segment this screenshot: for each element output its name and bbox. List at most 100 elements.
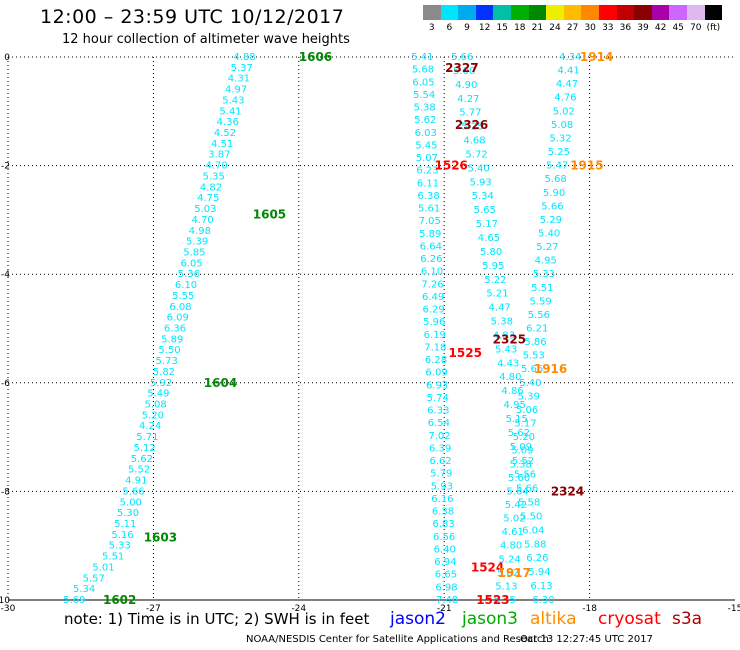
swh-point: 5.62 [131, 454, 153, 465]
swh-point: 6.19 [424, 330, 446, 341]
swh-point: 5.89 [161, 334, 183, 345]
swh-point: 5.59 [529, 296, 551, 307]
swh-point: 5.54 [413, 90, 435, 101]
swh-point: 7.18 [424, 342, 446, 353]
swh-point: 5.92 [150, 378, 172, 389]
colorbar-swatch [581, 5, 599, 20]
y-tick-label: -2 [1, 162, 10, 172]
swh-point: 5.66 [122, 486, 144, 497]
swh-point: 6.93 [426, 380, 448, 391]
swh-point: 5.15 [494, 595, 516, 606]
swh-point: 5.00 [453, 66, 475, 77]
swh-point: 5.38 [491, 317, 513, 328]
swh-point: 6.03 [415, 128, 437, 139]
x-tick-label: -18 [582, 604, 597, 614]
swh-point: 4.51 [211, 139, 233, 150]
swh-point: 5.73 [156, 356, 178, 367]
swh-point: 6.09 [425, 368, 447, 379]
swh-point: 5.55 [172, 291, 194, 302]
swh-point: 4.70 [205, 161, 227, 172]
swh-point: 5.35 [203, 171, 225, 182]
colorbar-swatch [704, 5, 723, 20]
time-annotation: 1916 [534, 362, 567, 376]
swh-point: 5.79 [430, 469, 452, 480]
swh-point: 5.40 [538, 228, 560, 239]
swh-point: 5.16 [111, 530, 133, 541]
y-tick-label: -6 [1, 379, 10, 389]
swh-point: 4.70 [191, 215, 213, 226]
swh-point: 5.43 [222, 95, 244, 106]
legend-cryosat: cryosat [598, 609, 661, 629]
swh-point: 5.50 [158, 345, 180, 356]
colorbar-tick-label: 21 [531, 23, 544, 33]
swh-point: 4.36 [217, 117, 239, 128]
swh-point: 5.68 [412, 65, 434, 76]
time-annotation: 1914 [580, 50, 613, 64]
colorbar-tick-label: 9 [464, 23, 470, 33]
time-annotation: 1605 [253, 207, 286, 221]
swh-point: 4.47 [489, 303, 511, 314]
swh-point: 5.74 [427, 393, 449, 404]
x-tick-label: -24 [291, 604, 306, 614]
swh-point: 5.17 [514, 419, 536, 430]
generated-timestamp: Oct 13 12:27:45 UTC 2017 [520, 634, 653, 645]
swh-point: 6.28 [425, 355, 447, 366]
swh-point: 6.38 [432, 507, 454, 518]
swh-point: 6.56 [433, 532, 455, 543]
time-annotation: 1526 [435, 159, 468, 173]
swh-point: 4.95 [504, 400, 526, 411]
swh-point: 6.04 [522, 525, 544, 536]
swh-point: 5.42 [505, 500, 527, 511]
swh-point: 5.22 [484, 275, 506, 286]
swh-point: 7.26 [421, 279, 443, 290]
swh-point: 4.61 [502, 527, 524, 538]
swh-point: 5.25 [548, 147, 570, 158]
swh-point: 6.29 [423, 305, 445, 316]
credit-text: NOAA/NESDIS Center for Satellite Applica… [246, 634, 549, 645]
swh-point: 4.68 [463, 136, 485, 147]
swh-point: 5.93 [431, 481, 453, 492]
time-annotation: 1525 [449, 346, 482, 360]
swh-point: 6.98 [435, 582, 457, 593]
swh-point: 5.39 [186, 237, 208, 248]
swh-point: 5.11 [114, 519, 136, 530]
swh-point: 5.62 [497, 568, 519, 579]
note-text: note: 1) Time is in UTC; 2) SWH is in fe… [64, 610, 370, 628]
swh-point: 5.30 [117, 508, 139, 519]
swh-point: 5.33 [533, 269, 555, 280]
swh-point: 6.54 [428, 418, 450, 429]
swh-point: 5.49 [147, 389, 169, 400]
time-annotation: 2324 [551, 484, 584, 498]
swh-point: 5.07 [416, 153, 438, 164]
swh-point: 5.52 [128, 465, 150, 476]
swh-point: 6.11 [417, 178, 439, 189]
swh-point: 5.60 [508, 473, 530, 484]
swh-point: 4.88 [233, 52, 255, 63]
swh-point: 4.97 [225, 85, 247, 96]
swh-point: 5.58 [518, 498, 540, 509]
swh-point: 4.31 [228, 74, 250, 85]
colorbar-tick-label: 33 [602, 23, 614, 33]
swh-point: 5.00 [120, 497, 142, 508]
swh-point: 4.75 [197, 193, 219, 204]
swh-point: 5.43 [495, 344, 517, 355]
swh-point: 5.40 [519, 378, 541, 389]
swh-point: 6.64 [420, 241, 442, 252]
time-annotation: 1606 [299, 50, 332, 64]
colorbar-swatch [493, 5, 511, 20]
swh-point: 5.66 [451, 52, 473, 63]
swh-point: 6.05 [412, 77, 434, 88]
chart-subtitle: 12 hour collection of altimeter wave hei… [62, 32, 350, 47]
time-annotation: 2325 [493, 332, 526, 346]
colorbar-swatch [475, 5, 494, 20]
swh-point: 5.02 [503, 514, 525, 525]
y-tick-label: -4 [1, 270, 10, 280]
swh-point: 4.95 [535, 256, 557, 267]
swh-point: 6.40 [434, 544, 456, 555]
time-annotation: 1915 [570, 159, 603, 173]
swh-point: 6.83 [432, 519, 454, 530]
swh-point: 5.01 [92, 562, 114, 573]
swh-point: 5.95 [482, 261, 504, 272]
swh-point: 5.93 [470, 177, 492, 188]
